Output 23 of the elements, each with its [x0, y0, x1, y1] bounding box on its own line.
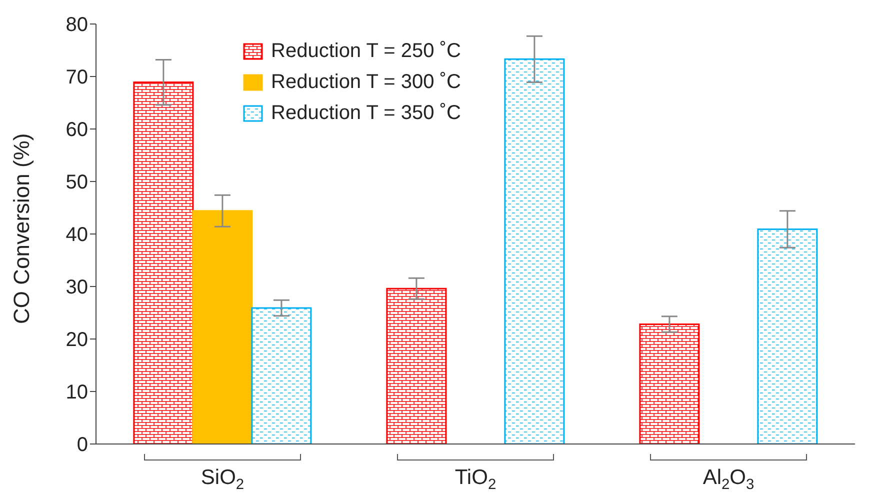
- y-tick-label: 40: [66, 224, 88, 246]
- bar: [386, 288, 447, 444]
- legend-label: Reduction T = 300 ˚C: [271, 71, 461, 93]
- bar: [639, 324, 700, 444]
- y-tick-label: 60: [66, 119, 88, 142]
- y-tick-label: 50: [66, 172, 88, 194]
- y-tick-label: 80: [66, 14, 88, 36]
- x-tick-label: SiO$_{2}$: [200, 466, 244, 492]
- bar: [757, 228, 818, 444]
- y-axis-title: CO Conversion (%): [8, 133, 34, 324]
- bar: [251, 307, 312, 444]
- y-tick-label: 20: [66, 329, 88, 352]
- y-tick-label: 0: [76, 434, 88, 456]
- y-tick-label: 10: [66, 382, 88, 404]
- bar: [133, 82, 194, 444]
- y-tick-label: 70: [66, 66, 88, 89]
- x-tick-label: Al$_{2}$O$_{3}$: [702, 466, 754, 492]
- legend-label: Reduction T = 250 ˚C: [271, 40, 461, 62]
- x-tick-label: TiO$_{2}$: [454, 466, 496, 492]
- legend-label: Reduction T = 350 ˚C: [271, 102, 461, 124]
- y-tick-label: 30: [66, 276, 88, 299]
- bar: [192, 210, 253, 444]
- bar: [504, 58, 565, 444]
